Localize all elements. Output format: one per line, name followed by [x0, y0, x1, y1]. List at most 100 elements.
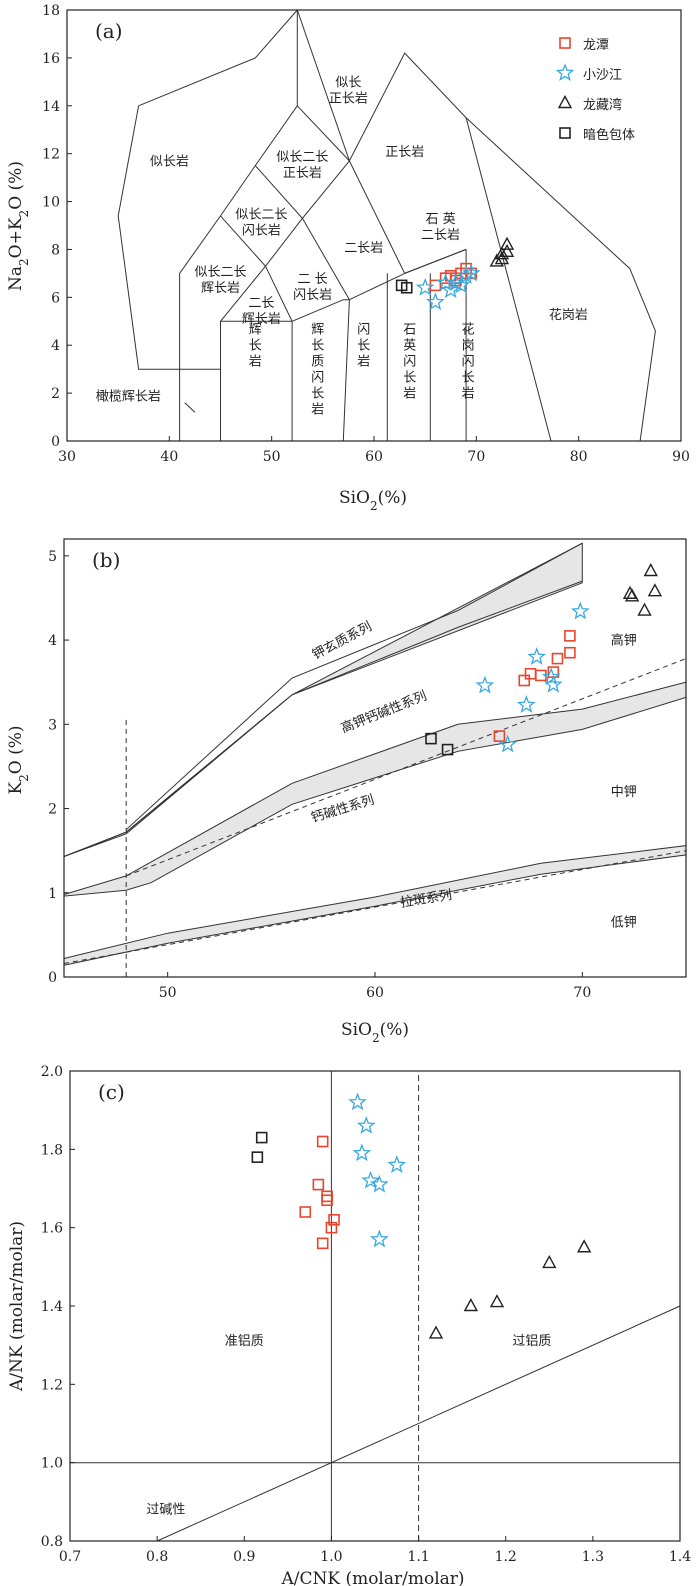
tas-field-label: 二 长	[298, 272, 328, 287]
x-tick-label: 0.8	[146, 1549, 168, 1565]
legend-marker-square	[559, 37, 571, 49]
data-point-star	[451, 275, 471, 294]
data-point-square	[425, 732, 437, 745]
data-point-star	[527, 647, 547, 665]
y-tick-label: 1.2	[41, 1377, 63, 1393]
tas-field-label: 闪	[462, 354, 475, 369]
tas-field-label: 长	[311, 338, 324, 353]
data-point-square	[328, 1214, 340, 1226]
tas-field-label: 长	[462, 370, 475, 385]
legend-label: 小沙江	[583, 68, 622, 83]
y-tick-label: 0	[48, 970, 57, 986]
tas-field-label: 花	[462, 321, 475, 337]
tas-field-label: 似长二长	[235, 207, 287, 222]
data-point-star	[516, 695, 536, 713]
tas-field-label: 岩	[311, 402, 324, 417]
data-point-square	[251, 1151, 264, 1163]
tas-field-boundary	[291, 299, 350, 322]
data-point-square	[321, 1190, 333, 1203]
y-tick-label: 2.0	[41, 1064, 63, 1080]
data-point-square	[299, 1206, 312, 1218]
series-field-label: 高钾钙碱性系列	[339, 688, 429, 737]
y-tick-label: 2	[48, 802, 57, 818]
y-tick-label: 4	[48, 633, 57, 649]
x-tick-label: 60	[366, 985, 384, 1001]
y-axis-label: Na2O+K2O (%)	[6, 161, 31, 291]
data-point-triangle	[542, 1254, 557, 1269]
data-point-star	[426, 292, 445, 311]
data-point-star	[475, 675, 495, 694]
data-point-star	[356, 1115, 376, 1134]
series-field-label: 钙碱性系列	[310, 793, 377, 826]
tas-field-boundary	[404, 248, 467, 274]
data-point-star	[369, 1229, 389, 1248]
series-field-label: 高钾	[611, 632, 637, 648]
data-point-triangle	[647, 583, 663, 597]
tas-field-label: 辉	[249, 322, 262, 337]
tas-field-label: 长	[311, 386, 324, 401]
data-point-triangle	[463, 1298, 479, 1312]
tas-field-label: 石 英	[425, 212, 455, 227]
data-point-triangle	[494, 251, 510, 265]
y-axis-label: K2O (%)	[6, 725, 31, 794]
data-point-star	[441, 280, 461, 299]
x-tick-label: 1.2	[495, 1549, 517, 1565]
y-tick-label: 0.8	[41, 1534, 63, 1550]
data-point-triangle	[637, 602, 652, 616]
x-tick-label: 1.4	[669, 1549, 691, 1565]
x-tick-label: 0.9	[233, 1549, 255, 1565]
x-tick-label: 60	[365, 449, 383, 465]
data-point-square	[564, 646, 576, 659]
y-tick-label: 5	[48, 549, 57, 565]
legend-label: 龙藏湾	[583, 97, 622, 113]
tas-field-boundary	[301, 218, 350, 442]
tas-field-label: 长	[249, 338, 262, 353]
x-tick-label: 70	[467, 449, 485, 465]
tas-field-label: 正长岩	[283, 166, 322, 181]
y-tick-label: 16	[42, 51, 60, 67]
y-tick-label: 1.6	[41, 1221, 63, 1237]
tas-field-label: 闪	[357, 322, 370, 337]
tas-field-label: 闪	[311, 370, 324, 385]
data-point-star	[361, 1170, 381, 1189]
tas-field-boundary	[117, 105, 221, 370]
diagonal-boundary-line	[156, 1305, 681, 1542]
data-point-triangle	[643, 563, 658, 577]
series-boundary-band	[63, 681, 687, 897]
tas-field-boundary	[184, 402, 196, 413]
data-point-square	[564, 630, 576, 642]
legend-marker-square	[559, 127, 571, 139]
x-tick-label: 90	[672, 449, 690, 465]
tas-field-label: 正长岩	[385, 145, 424, 160]
tas-field-label: 岩	[403, 386, 416, 401]
data-point-star	[369, 1174, 389, 1193]
tas-field-label: 辉长岩	[242, 312, 281, 327]
x-tick-label: 1.0	[320, 1549, 342, 1565]
tas-field-label: 似长	[335, 76, 361, 91]
tas-field-label: 闪长岩	[293, 288, 332, 303]
y-tick-label: 10	[42, 195, 60, 211]
tas-field-label: 长	[357, 338, 370, 353]
x-tick-label: 30	[58, 449, 76, 465]
data-point-square	[325, 1221, 338, 1234]
data-point-square	[518, 674, 531, 687]
y-tick-label: 1.8	[41, 1142, 63, 1158]
data-point-triangle	[624, 588, 640, 602]
data-point-square	[316, 1237, 329, 1250]
y-axis-label: A/NK (molar/molar)	[7, 1221, 27, 1392]
tas-field-label: 岗	[462, 338, 475, 353]
panel-label: (a)	[95, 19, 123, 43]
data-point-triangle	[494, 246, 510, 260]
dashed-boundary-line	[126, 658, 687, 877]
data-point-square	[551, 652, 564, 665]
tas-field-label: 岩	[249, 354, 262, 369]
tas-field-label: 似长二长	[194, 265, 246, 280]
data-point-triangle	[499, 243, 515, 258]
data-point-star	[415, 277, 435, 296]
legend-marker-triangle	[557, 95, 573, 109]
x-tick-label: 40	[160, 449, 178, 465]
tas-field-label: 闪	[403, 354, 416, 369]
series-boundary	[125, 542, 583, 830]
tas-field-label: 二长	[248, 296, 274, 311]
